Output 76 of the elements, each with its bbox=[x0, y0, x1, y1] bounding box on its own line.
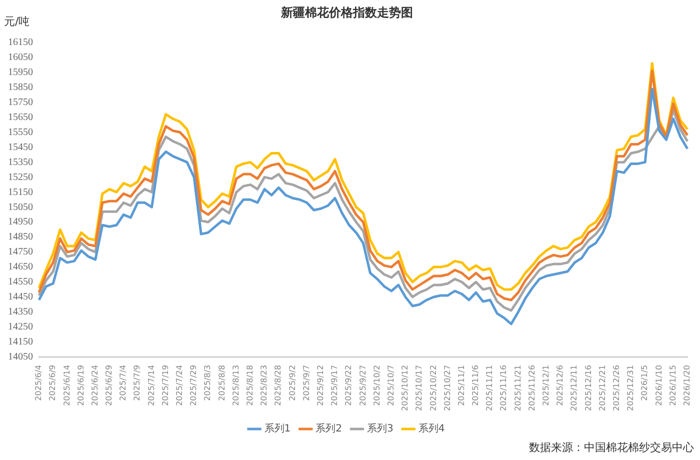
y-tick-label: 15850 bbox=[8, 82, 33, 93]
y-tick-label: 14250 bbox=[8, 322, 33, 333]
x-tick-label: 2025/11/11 bbox=[485, 364, 494, 411]
y-tick-label: 14750 bbox=[8, 246, 33, 258]
y-tick-label: 15950 bbox=[8, 66, 33, 78]
y-tick-label: 14850 bbox=[8, 232, 33, 243]
x-tick-label: 2025/8/28 bbox=[274, 364, 283, 406]
legend-label: 系列3 bbox=[367, 422, 394, 435]
x-tick-label: 2025/8/3 bbox=[203, 364, 212, 401]
x-tick-label: 2025/6/14 bbox=[62, 364, 72, 406]
x-tick-label: 2026/1/20 bbox=[682, 364, 692, 406]
x-tick-label: 2025/10/22 bbox=[428, 364, 438, 411]
x-tick-label: 2025/8/18 bbox=[246, 364, 255, 406]
y-tick-label: 15650 bbox=[8, 112, 33, 123]
x-tick-label: 2025/12/21 bbox=[598, 364, 607, 411]
x-tick-label: 2025/11/6 bbox=[471, 364, 480, 406]
y-tick-label: 14350 bbox=[8, 306, 33, 318]
x-tick-label: 2025/7/14 bbox=[146, 364, 156, 406]
x-tick-label: 2026/1/5 bbox=[640, 364, 650, 401]
x-tick-label: 2025/12/16 bbox=[584, 364, 593, 411]
y-tick-label: 15750 bbox=[8, 96, 33, 108]
y-tick-label: 15150 bbox=[8, 186, 33, 198]
y-tick-label: 16150 bbox=[8, 37, 33, 48]
x-tick-label: 2025/12/1 bbox=[542, 364, 551, 406]
chart-title: 新疆棉花价格指数走势图 bbox=[280, 5, 413, 20]
x-tick-label: 2025/10/27 bbox=[442, 364, 452, 411]
x-tick-label: 2025/6/4 bbox=[34, 364, 44, 401]
x-tick-label: 2025/10/7 bbox=[386, 364, 396, 406]
x-tick-label: 2025/12/6 bbox=[556, 364, 565, 406]
legend-label: 系列4 bbox=[418, 422, 445, 435]
y-tick-label: 14150 bbox=[8, 336, 33, 348]
y-tick-label: 14950 bbox=[8, 216, 33, 228]
y-tick-label: 16050 bbox=[8, 52, 33, 63]
y-tick-label: 14050 bbox=[8, 352, 33, 363]
x-tick-label: 2025/9/7 bbox=[302, 364, 311, 401]
x-tick-label: 2025/8/23 bbox=[260, 364, 269, 406]
y-tick-label: 14450 bbox=[8, 292, 33, 303]
x-tick-label: 2025/12/31 bbox=[626, 364, 636, 411]
x-tick-label: 2025/6/29 bbox=[104, 364, 114, 406]
x-tick-label: 2025/10/17 bbox=[414, 364, 424, 411]
x-tick-label: 2025/9/22 bbox=[344, 364, 354, 406]
x-tick-label: 2025/6/19 bbox=[76, 364, 86, 406]
y-tick-label: 15350 bbox=[8, 156, 33, 168]
x-tick-label: 2025/9/27 bbox=[358, 364, 368, 406]
legend-label: 系列2 bbox=[316, 422, 342, 435]
x-tick-label: 2025/12/11 bbox=[570, 364, 579, 411]
x-tick-label: 2025/7/9 bbox=[132, 364, 142, 401]
x-tick-label: 2025/6/9 bbox=[48, 364, 58, 401]
y-tick-label: 15250 bbox=[8, 172, 33, 183]
x-tick-label: 2025/9/2 bbox=[288, 364, 297, 401]
x-tick-label: 2025/8/8 bbox=[217, 364, 226, 401]
x-tick-label: 2025/6/24 bbox=[90, 364, 100, 406]
y-axis-title: 元/吨 bbox=[4, 14, 30, 28]
y-tick-label: 15550 bbox=[8, 126, 33, 138]
x-tick-label: 2025/7/19 bbox=[160, 364, 170, 406]
y-tick-label: 14650 bbox=[8, 262, 33, 273]
x-tick-label: 2025/8/13 bbox=[231, 364, 240, 406]
x-tick-label: 2025/9/12 bbox=[316, 364, 325, 406]
x-tick-label: 2025/10/2 bbox=[372, 364, 382, 406]
y-tick-label: 15050 bbox=[8, 202, 33, 213]
x-tick-label: 2025/7/29 bbox=[189, 364, 198, 406]
x-tick-label: 2026/1/10 bbox=[654, 364, 664, 406]
y-tick-label: 14550 bbox=[8, 276, 33, 288]
source-note: 数据来源：中国棉花棉纱交易中心 bbox=[529, 440, 694, 454]
y-tick-label: 15450 bbox=[8, 142, 33, 153]
x-tick-label: 2025/7/4 bbox=[118, 364, 128, 401]
legend-label: 系列1 bbox=[264, 422, 291, 435]
x-tick-label: 2025/11/26 bbox=[527, 364, 536, 411]
x-tick-label: 2025/11/16 bbox=[499, 364, 508, 411]
x-tick-label: 2025/9/17 bbox=[330, 364, 340, 406]
x-tick-label: 2025/11/21 bbox=[513, 364, 522, 411]
x-tick-label: 2025/7/24 bbox=[175, 364, 184, 406]
x-tick-label: 2026/1/15 bbox=[668, 364, 678, 406]
x-tick-label: 2025/10/12 bbox=[400, 364, 410, 411]
x-tick-label: 2025/12/26 bbox=[612, 364, 621, 411]
x-tick-label: 2025/11/1 bbox=[456, 364, 466, 406]
